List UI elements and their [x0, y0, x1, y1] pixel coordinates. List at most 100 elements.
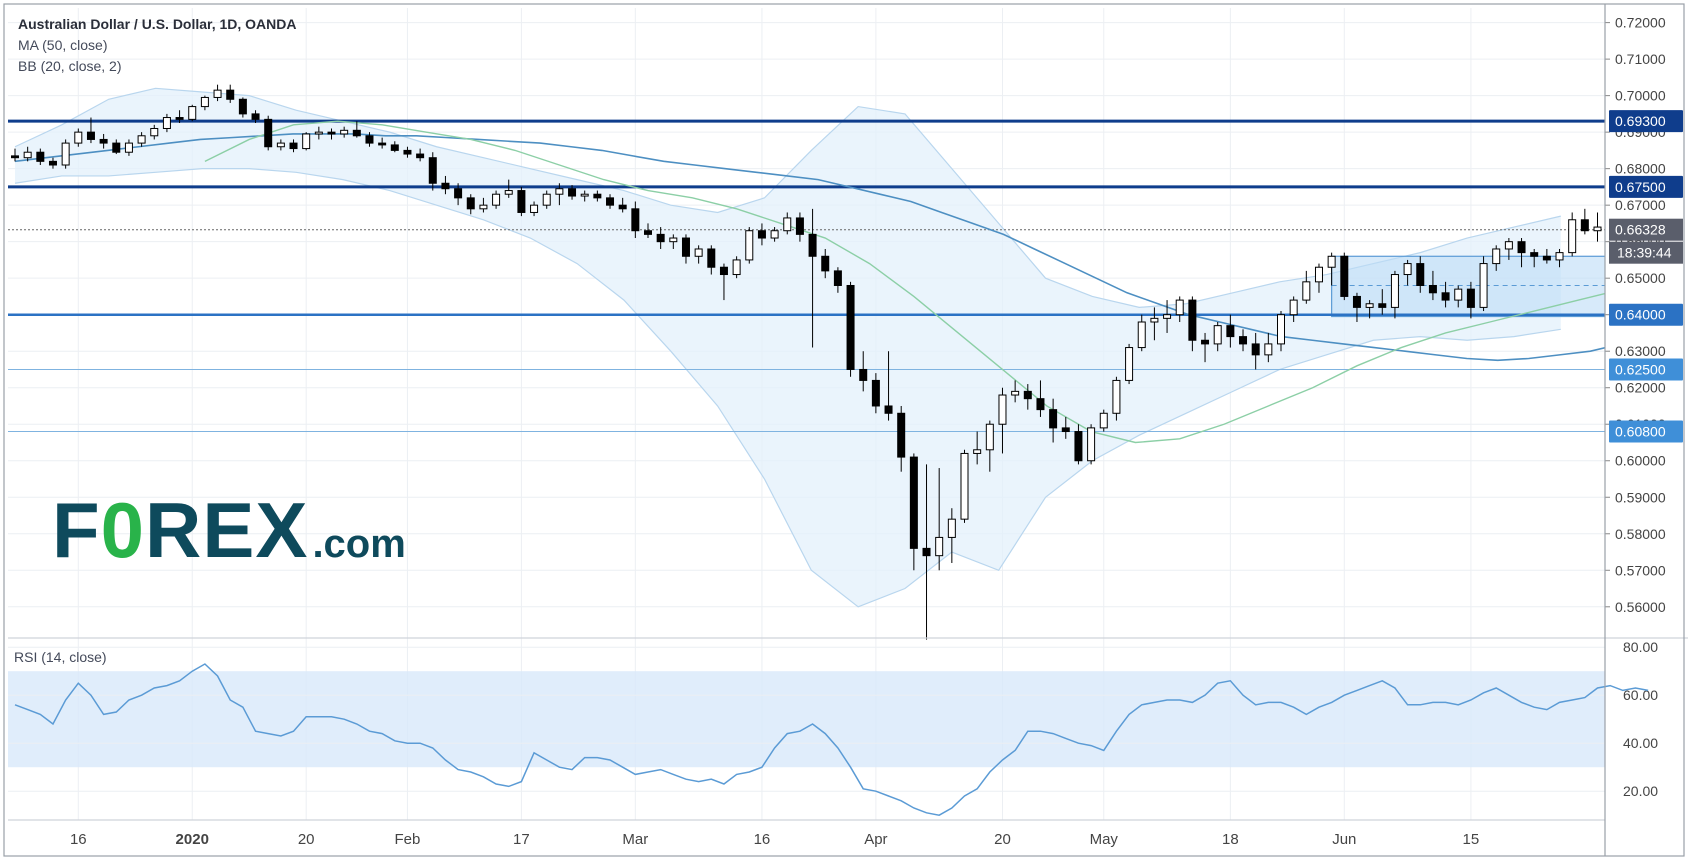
candle-body: [1530, 252, 1539, 257]
candle-body: [998, 394, 1007, 425]
candle: [884, 351, 893, 421]
candle: [808, 208, 817, 348]
candle: [390, 141, 399, 153]
candle-body: [23, 151, 32, 159]
candle-body: [86, 131, 95, 140]
candle-body: [454, 188, 463, 199]
candle-body: [1163, 314, 1172, 319]
candle-body: [732, 259, 741, 276]
candle: [681, 234, 690, 264]
candle-body: [314, 131, 323, 135]
level-labels: 0.69300 0.67500 0.64000 0.62500 0.60800 0.663…: [1609, 110, 1683, 443]
candle: [1530, 248, 1539, 268]
candle-body: [1479, 263, 1488, 308]
candle-body: [1593, 226, 1602, 232]
candle-body: [238, 98, 247, 115]
candle-body: [1213, 325, 1222, 345]
candle: [985, 420, 994, 472]
candle-body: [1352, 295, 1361, 308]
candle-body: [48, 160, 57, 166]
ma50-line: [14, 133, 1688, 362]
candle-body: [1175, 299, 1184, 316]
last-price-label: 0.66328: [1615, 222, 1666, 238]
candle-body: [264, 118, 273, 148]
candle-body: [1023, 390, 1032, 400]
candle-body: [365, 135, 374, 144]
candle: [644, 223, 652, 239]
price-tick-label: 0.72000: [1615, 15, 1666, 31]
candle: [1036, 380, 1045, 417]
candle: [1277, 311, 1285, 352]
candle-body: [1428, 284, 1437, 294]
candle: [922, 464, 931, 640]
price-tick-label: 0.59000: [1615, 489, 1666, 505]
candle-body: [1087, 427, 1096, 462]
rsi-tick-label: 20.00: [1623, 783, 1658, 799]
candle-body: [694, 248, 703, 257]
candle: [770, 227, 779, 242]
candle: [352, 121, 361, 138]
level-label: 0.64000: [1615, 307, 1666, 323]
candle: [732, 256, 741, 279]
candle: [86, 117, 95, 144]
candle-body: [631, 208, 640, 232]
candle: [112, 139, 121, 155]
candle: [441, 175, 450, 195]
bb-legend: BB (20, close, 2): [18, 58, 122, 74]
candle-body: [973, 449, 982, 454]
price-tick-label: 0.63000: [1615, 343, 1666, 359]
logo-dotcom: .com: [312, 522, 406, 566]
candle: [289, 139, 298, 153]
time-tick-label: Apr: [864, 831, 887, 848]
candle: [1087, 424, 1096, 465]
price-tick-label: 0.56000: [1615, 599, 1666, 615]
candle: [593, 190, 602, 202]
candle: [340, 126, 349, 138]
candle: [1504, 238, 1513, 260]
candle-body: [390, 144, 399, 151]
candle-body: [1504, 241, 1513, 250]
candle-body: [416, 153, 425, 159]
candle-body: [1277, 314, 1285, 345]
time-tick-label: 16: [754, 831, 771, 848]
candle-body: [99, 138, 108, 144]
time-tick-label: Jun: [1332, 831, 1356, 848]
candle-body: [340, 129, 349, 135]
candle: [618, 197, 627, 213]
candle-body: [884, 405, 893, 414]
candle: [530, 201, 539, 217]
candle: [175, 110, 184, 124]
candle: [606, 194, 615, 209]
candle: [1201, 332, 1210, 363]
candle-body: [618, 204, 627, 210]
candle-body: [568, 188, 577, 197]
time-axis: 16 2020 20 Feb 17 Mar 16 Apr 20 May 18 Jun 15: [8, 819, 1605, 848]
candle: [973, 431, 982, 465]
candle: [568, 185, 577, 200]
level-label: 0.60800: [1615, 424, 1666, 440]
candle: [327, 128, 336, 140]
bollinger-bands: [14, 87, 1561, 608]
candle-body: [479, 204, 488, 210]
bb-lower-line: [14, 168, 1561, 608]
candle-body: [492, 193, 501, 206]
candle-body: [162, 117, 171, 129]
time-tick-label: 20: [298, 831, 315, 848]
candle: [1175, 296, 1184, 322]
candle: [162, 113, 171, 133]
candle: [631, 201, 640, 239]
candle-body: [757, 230, 766, 239]
candle-body: [1416, 263, 1425, 286]
candle-body: [681, 237, 690, 257]
candle-body: [378, 142, 387, 146]
candle-body: [1580, 219, 1589, 232]
rsi-tick-label: 60.00: [1623, 687, 1658, 703]
time-tick-label: Mar: [622, 831, 648, 848]
candle-body: [1340, 255, 1349, 297]
level-label: 0.67500: [1615, 179, 1666, 195]
candle-body: [302, 133, 311, 150]
level-label-bg: [1609, 358, 1683, 381]
candle: [1390, 270, 1399, 319]
candle-body: [1568, 219, 1577, 254]
candle: [669, 234, 678, 249]
